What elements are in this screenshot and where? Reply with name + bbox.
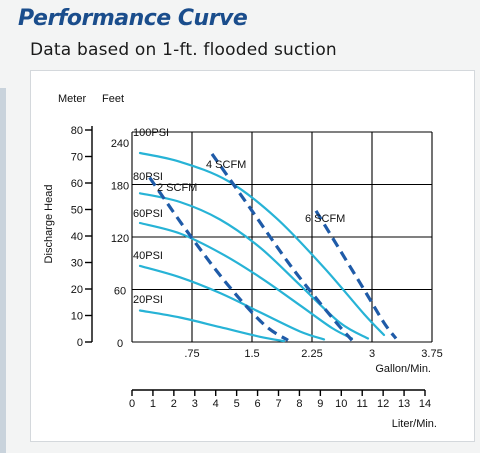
- liter-tick-label: 2: [171, 398, 177, 410]
- air-line-4-scfm: [210, 152, 354, 342]
- meter-tick-label: 30: [71, 258, 83, 270]
- feet-tick-label: 240: [111, 138, 129, 150]
- x-axis2-title: Liter/Min.: [392, 418, 437, 430]
- liter-tick-label: 1: [150, 398, 156, 410]
- x-axis-title: Gallon/Min.: [375, 363, 431, 375]
- pressure-curve-60psi: [138, 221, 354, 340]
- liter-tick-label: 11: [357, 398, 368, 410]
- air-line-6-scfm: [314, 209, 398, 340]
- liter-tick-label: 12: [377, 398, 389, 410]
- liter-tick-label: 9: [317, 398, 323, 410]
- series-label-6-scfm: 6 SCFM: [305, 213, 345, 225]
- liter-tick-label: 14: [419, 398, 431, 410]
- pressure-curve-80psi: [138, 192, 370, 340]
- series-label-20psi: 20PSI: [133, 294, 163, 306]
- air-line-2-scfm: [148, 176, 289, 342]
- y-axis-title: Discharge Head: [43, 185, 55, 264]
- series-label-40psi: 40PSI: [133, 250, 163, 262]
- feet-tick-label: 60: [114, 286, 126, 298]
- page-subtitle: Data based on 1-ft. flooded suction: [30, 40, 337, 60]
- meter-tick-label: 50: [71, 205, 83, 217]
- pressure-curve-40psi: [138, 264, 326, 341]
- meter-tick-label: 40: [71, 231, 83, 243]
- meter-tick-label: 70: [71, 152, 83, 164]
- series-label-100psi: 100PSI: [133, 127, 169, 139]
- series-label-4-scfm: 4 SCFM: [206, 159, 246, 171]
- feet-tick-label: 0: [117, 338, 123, 350]
- liter-tick-label: 7: [275, 398, 281, 410]
- page-edge-stripe: [0, 88, 6, 453]
- series-label-60psi: 60PSI: [133, 208, 163, 220]
- meter-tick-label: 60: [71, 178, 83, 190]
- liter-tick-label: 8: [296, 398, 302, 410]
- pressure-curve-20psi: [138, 309, 286, 343]
- meter-tick-label: 0: [77, 337, 83, 349]
- feet-tick-label: 180: [111, 181, 129, 193]
- meter-tick-label: 20: [71, 284, 83, 296]
- meter-tick-label: 80: [71, 125, 83, 137]
- series-label-80psi: 80PSI: [133, 171, 163, 183]
- gallon-tick-label: 3: [369, 348, 375, 360]
- liter-tick-label: 5: [234, 398, 240, 410]
- liter-tick-label: 13: [398, 398, 410, 410]
- page-title: Performance Curve: [18, 6, 248, 31]
- y-unit-feet: Feet: [102, 93, 124, 105]
- series-label-2-scfm: 2 SCFM: [157, 182, 197, 194]
- feet-tick-label: 120: [111, 233, 129, 245]
- gallon-tick-label: 1.5: [244, 348, 259, 360]
- liter-tick-label: 4: [213, 398, 219, 410]
- pressure-curve-100psi: [138, 151, 386, 337]
- gallon-tick-label: .75: [184, 348, 199, 360]
- liter-tick-label: 6: [255, 398, 261, 410]
- liter-tick-label: 0: [129, 398, 135, 410]
- gallon-tick-label: 2.25: [301, 348, 322, 360]
- y-unit-meter: Meter: [58, 93, 86, 105]
- gallon-tick-label: 3.75: [421, 348, 442, 360]
- liter-tick-label: 3: [192, 398, 198, 410]
- meter-tick-label: 10: [71, 311, 83, 323]
- liter-tick-label: 10: [335, 398, 347, 410]
